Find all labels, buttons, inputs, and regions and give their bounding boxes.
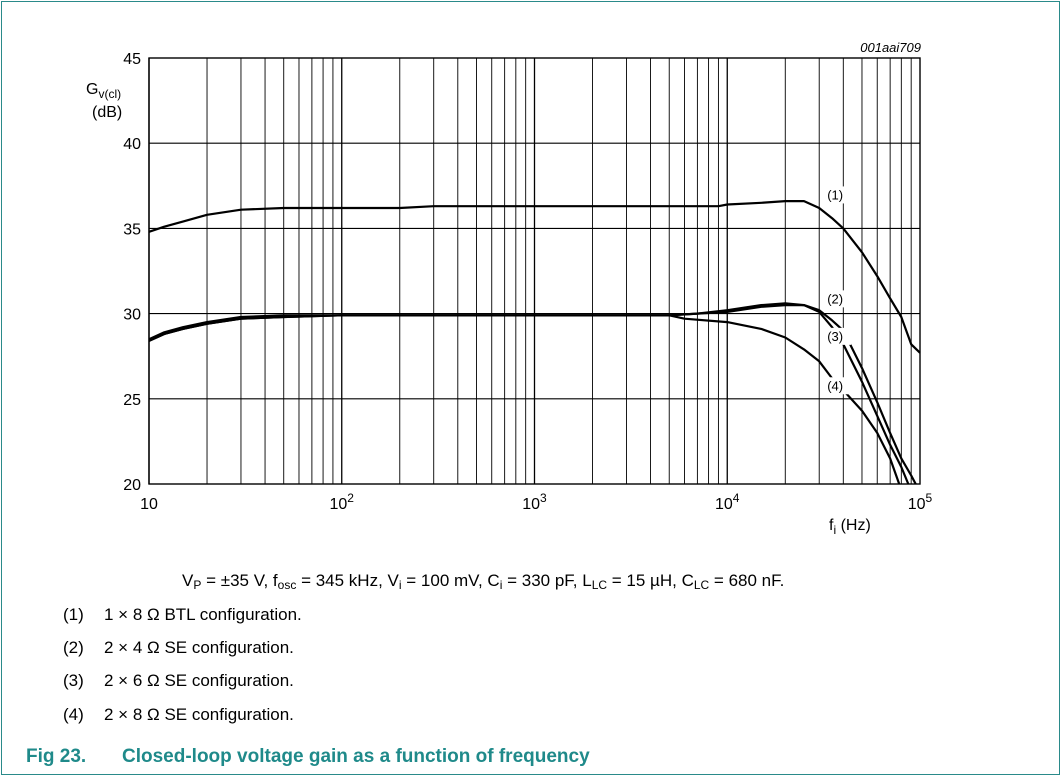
y-axis-label: Gv(cl)	[86, 81, 121, 101]
x-tick-label: 102	[330, 491, 355, 513]
y-tick-label: 35	[123, 221, 141, 238]
figure-id: 001aai709	[860, 40, 921, 55]
series-line-4	[148, 314, 901, 485]
figure-caption: Fig 23. Closed-loop voltage gain as a fun…	[26, 746, 590, 767]
x-tick-label: 10	[140, 496, 158, 513]
note-4: (4) 2 × 8 Ω SE configuration.	[63, 705, 294, 724]
curve-label-bg	[825, 327, 852, 345]
label-layer: (1) (2) (3) (4)	[825, 186, 852, 395]
y-axis-unit: (dB)	[92, 104, 122, 121]
x-tick-label: 105	[908, 491, 933, 513]
test-conditions: VP = ±35 V, fosc = 345 kHz, Vi = 100 mV,…	[182, 571, 785, 592]
tick-labels: 20 25 30 35 40 45 10 102 103 104 105	[123, 51, 932, 513]
y-tick-label: 20	[123, 477, 141, 494]
y-tick-label: 45	[123, 51, 141, 68]
series-line-2	[148, 304, 917, 485]
curve-label-1: (1)	[827, 187, 843, 202]
series-line-1	[148, 200, 921, 354]
x-tick-label: 104	[715, 491, 740, 513]
curve-label-bg	[825, 186, 852, 204]
note-2: (2) 2 × 4 Ω SE configuration.	[63, 638, 294, 657]
x-axis-label: fi (Hz)	[829, 517, 871, 537]
y-tick-label: 30	[123, 307, 141, 324]
x-tick-label: 103	[522, 491, 547, 513]
y-tick-label: 40	[123, 136, 141, 153]
series-line-3	[148, 302, 910, 485]
curve-label-bg	[825, 377, 852, 395]
series-layer	[148, 200, 921, 485]
curve-label-4: (4)	[827, 378, 843, 393]
curve-label-bg	[825, 290, 852, 308]
minor-grid	[206, 58, 912, 484]
curve-label-3: (3)	[827, 329, 843, 344]
y-tick-label: 25	[123, 392, 141, 409]
note-1: (1) 1 × 8 Ω BTL configuration.	[63, 605, 302, 624]
plot-frame	[148, 57, 921, 485]
curve-label-2: (2)	[827, 291, 843, 306]
note-3: (3) 2 × 6 Ω SE configuration.	[63, 671, 294, 690]
